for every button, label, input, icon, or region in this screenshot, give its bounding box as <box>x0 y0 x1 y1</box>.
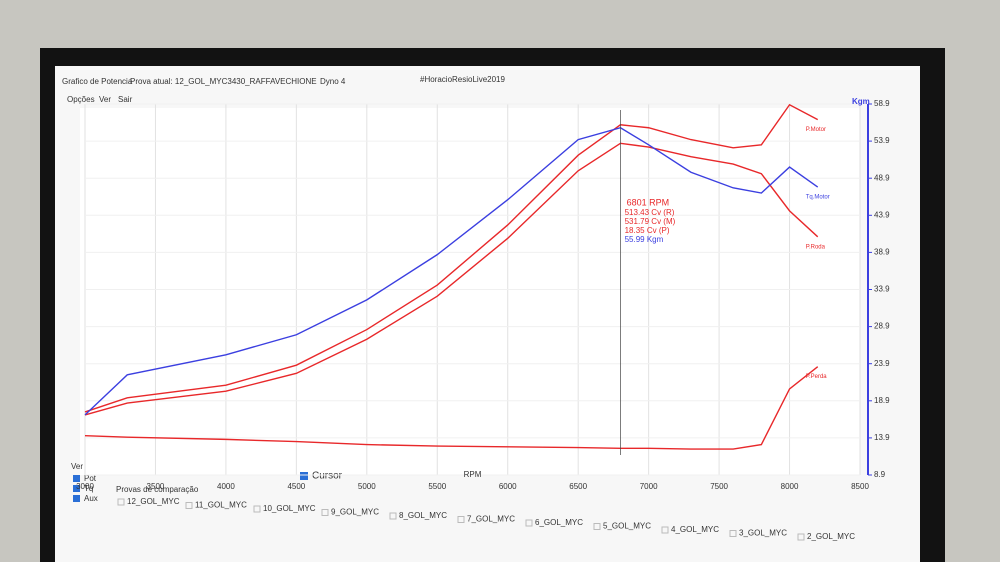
x-tick-label: 4000 <box>217 482 235 491</box>
series-label: P.Perda <box>806 374 828 380</box>
x-tick-label: 8500 <box>851 482 869 491</box>
checkbox[interactable] <box>73 475 80 482</box>
series-line <box>84 103 819 413</box>
plot-area <box>80 108 860 475</box>
x-tick-label: 4500 <box>287 482 305 491</box>
comparison-run[interactable]: 6_GOL_MYC <box>535 518 583 527</box>
x-tick-label: 7500 <box>710 482 728 491</box>
comparison-run[interactable]: 3_GOL_MYC <box>739 529 787 538</box>
checkbox[interactable] <box>185 502 193 509</box>
series-label: P.Motor <box>806 127 826 133</box>
x-tick-label: 5000 <box>358 482 376 491</box>
comparison-run[interactable]: 4_GOL_MYC <box>671 525 719 534</box>
comparison-run[interactable]: 5_GOL_MYC <box>603 522 651 531</box>
checkbox[interactable] <box>797 533 805 541</box>
view-option[interactable]: Aux <box>84 494 98 503</box>
cursor-rpm: 6801 RPM <box>627 197 670 207</box>
comparison-run[interactable]: 9_GOL_MYC <box>331 508 379 517</box>
checkbox[interactable] <box>389 512 397 520</box>
x-tick-label: 3500 <box>147 482 165 491</box>
x-tick-label: 3000 <box>76 482 94 491</box>
series-label: Tq.Motor <box>806 195 830 201</box>
y2-tick-label: 43.9 <box>874 210 890 219</box>
checkbox[interactable] <box>73 485 80 492</box>
cursor-toggle[interactable]: Cursor <box>312 471 343 482</box>
y2-tick-label: 18.9 <box>874 396 890 405</box>
comparison-run[interactable]: 7_GOL_MYC <box>467 515 515 524</box>
menu-item[interactable]: Ver <box>99 95 111 104</box>
checkbox[interactable] <box>593 523 601 530</box>
view-label: Ver <box>71 462 83 471</box>
x-tick-label: 6500 <box>569 482 587 491</box>
series-line <box>84 366 819 450</box>
x-tick-label: 8000 <box>781 482 799 491</box>
x-tick-label: 6000 <box>499 482 517 491</box>
x-tick-label: 7000 <box>640 482 658 491</box>
y2-tick-label: 8.9 <box>874 470 886 479</box>
checkbox[interactable] <box>729 530 737 537</box>
checkbox[interactable] <box>321 509 329 516</box>
tag: #HoracioResioLive2019 <box>420 75 505 84</box>
y2-tick-label: 33.9 <box>874 285 890 294</box>
y2-tick-label: 28.9 <box>874 322 890 331</box>
comparison-title: Provas de comparação <box>116 485 199 494</box>
x-axis-title: RPM <box>464 470 482 479</box>
view-option[interactable]: Pot <box>84 474 97 483</box>
checkbox[interactable] <box>525 519 533 527</box>
series-label: P.Roda <box>806 244 826 250</box>
checkbox[interactable] <box>73 495 80 502</box>
comparison-run[interactable]: 2_GOL_MYC <box>807 532 855 541</box>
comparison-run[interactable]: 8_GOL_MYC <box>399 511 447 520</box>
comparison-run[interactable]: 12_GOL_MYC <box>127 497 180 506</box>
checkbox[interactable] <box>457 516 465 523</box>
menu-item[interactable]: Sair <box>118 95 133 104</box>
y2-tick-label: 48.9 <box>874 173 890 182</box>
x-tick-label: 5500 <box>428 482 446 491</box>
y2-tick-label: 58.9 <box>874 99 890 108</box>
comparison-run[interactable]: 10_GOL_MYC <box>263 504 316 513</box>
app-title: Grafico de Potencia <box>62 77 133 86</box>
series-line <box>84 142 819 416</box>
menu-item[interactable]: Opções <box>67 95 95 104</box>
cursor-readout: 18.35 Cv (P) <box>625 226 670 235</box>
checkbox[interactable] <box>661 526 669 534</box>
checkbox[interactable] <box>253 505 261 513</box>
y2-tick-label: 53.9 <box>874 136 890 145</box>
cursor-readout: 513.43 Cv (R) <box>625 208 675 217</box>
checkbox[interactable] <box>117 498 125 506</box>
series-line <box>84 126 819 416</box>
cursor-readout: 531.79 Cv (M) <box>625 217 676 226</box>
cursor-readout: 55.99 Kgm <box>625 235 664 244</box>
dyno: Dyno 4 <box>320 77 346 86</box>
y2-tick-label: 23.9 <box>874 359 890 368</box>
comparison-run[interactable]: 11_GOL_MYC <box>195 501 247 510</box>
test-name: Prova atual: 12_GOL_MYC3430_RAFFAVECHION… <box>130 77 317 86</box>
y2-axis-title: Kgm <box>852 97 870 106</box>
checkbox[interactable] <box>300 472 308 480</box>
y2-tick-label: 38.9 <box>874 248 890 257</box>
view-option[interactable]: Tq <box>84 484 93 493</box>
y2-tick-label: 13.9 <box>874 433 890 442</box>
